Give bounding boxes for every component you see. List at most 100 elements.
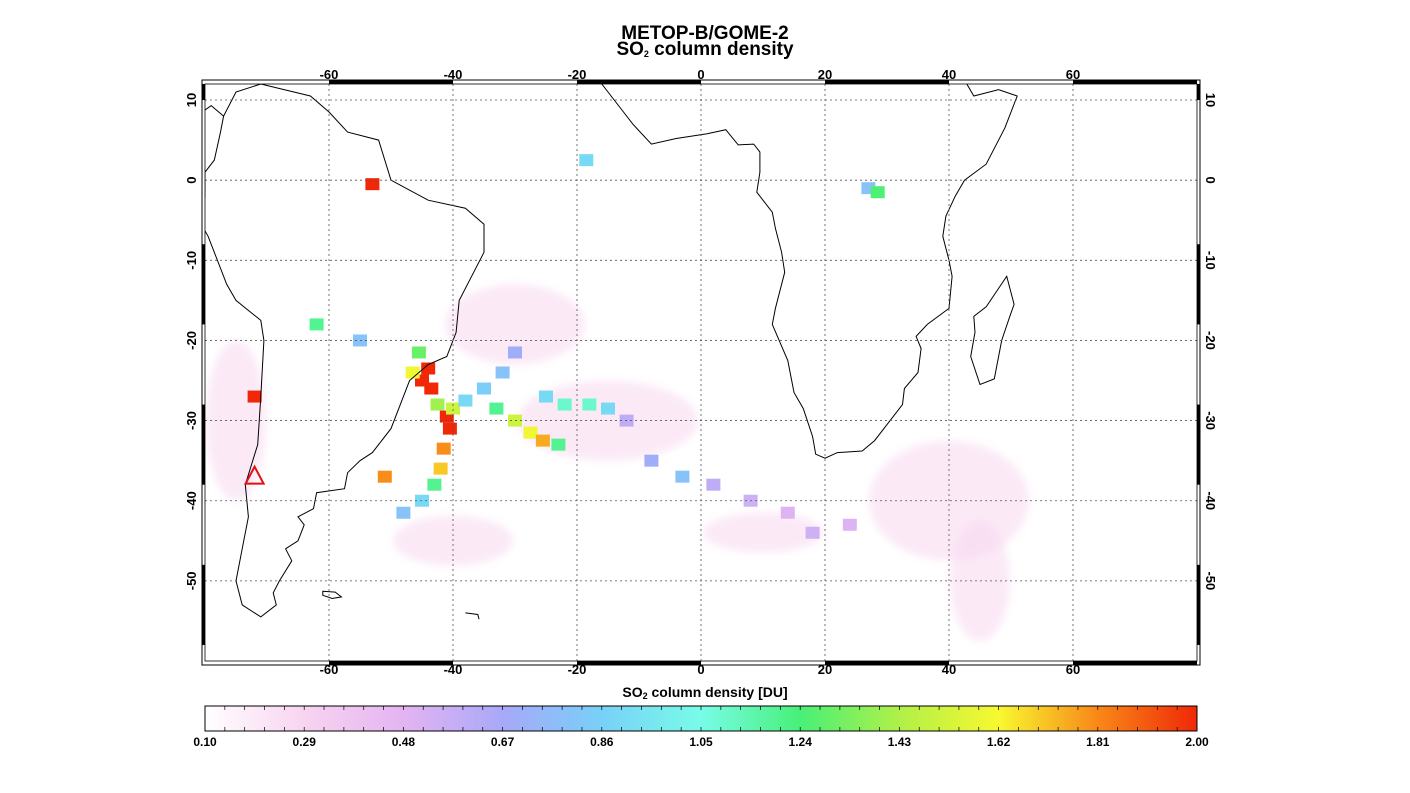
so2-pixel bbox=[433, 462, 448, 475]
so2-pixel-layer bbox=[247, 154, 885, 539]
frame-bar-top bbox=[329, 80, 453, 84]
frame-bar-right bbox=[1197, 564, 1200, 645]
so2-pixel bbox=[805, 526, 820, 539]
so2-haze bbox=[445, 284, 585, 365]
chart-title: METOP-B/GOME-2 bbox=[621, 23, 789, 44]
lat-tick-label-left: 0 bbox=[184, 177, 199, 184]
colorbar-gradient bbox=[204, 705, 1198, 732]
lat-tick-label-left: -10 bbox=[184, 251, 199, 270]
lon-tick-label-top: 0 bbox=[697, 67, 704, 82]
so2-pixel bbox=[539, 390, 553, 403]
coast-africa bbox=[601, 84, 1018, 459]
coast-central-america bbox=[205, 104, 224, 117]
frame-bar-top bbox=[825, 80, 949, 84]
so2-pixel bbox=[495, 366, 510, 379]
so2-pixel bbox=[644, 454, 659, 467]
axis-ticks: -60 -60 -40 -40 -20 -20 0 0 20 20 40 40 60 60 10 10 0 0 -1… bbox=[184, 67, 1218, 677]
lat-tick-label-right: -40 bbox=[1203, 491, 1218, 510]
frame-bar-bottom bbox=[825, 661, 949, 665]
so2-pixel bbox=[458, 394, 473, 407]
so2-pixel bbox=[247, 390, 262, 403]
frame-bar-right bbox=[1197, 84, 1200, 101]
subtitle-subscript: 2 bbox=[643, 49, 649, 59]
chart-subtitle: SO2 column density bbox=[0, 40, 1410, 64]
lon-tick-label-top: 40 bbox=[942, 67, 956, 82]
so2-pixel bbox=[870, 186, 885, 199]
so2-pixel bbox=[535, 434, 550, 447]
so2-pixel bbox=[309, 318, 324, 331]
lat-tick-label-left: -30 bbox=[184, 411, 199, 430]
so2-pixel bbox=[579, 154, 594, 167]
so2-pixel bbox=[675, 470, 690, 483]
colorbar-tick-label: 1.43 bbox=[888, 735, 912, 749]
colorbar: 0.10 0.29 0.48 0.67 0.86 1.05 1.24 1.43 1.62 1.81… bbox=[193, 705, 1209, 749]
so2-pixel bbox=[396, 506, 411, 519]
so2-pixel bbox=[430, 398, 445, 411]
lat-tick-label-left: -20 bbox=[184, 331, 199, 350]
lat-tick-label-right: 10 bbox=[1203, 93, 1218, 107]
so2-pixel bbox=[405, 366, 420, 379]
coast-caribbean bbox=[255, 24, 295, 37]
frame-bar-top bbox=[577, 80, 701, 84]
lat-tick-label-right: -10 bbox=[1203, 251, 1218, 270]
frame-bar-right bbox=[1197, 404, 1200, 485]
lat-tick-label-right: 0 bbox=[1203, 177, 1218, 184]
frame-bar-left bbox=[202, 84, 205, 101]
coast-falkland-islands bbox=[322, 590, 343, 600]
colorbar-tick-label: 0.67 bbox=[491, 735, 515, 749]
so2-pixel bbox=[436, 442, 451, 455]
so2-pixel bbox=[601, 402, 615, 415]
colorbar-title-prefix: SO bbox=[622, 684, 643, 700]
lat-tick-label-left: -40 bbox=[184, 491, 199, 510]
lon-tick-label-top: 20 bbox=[818, 67, 832, 82]
colorbar-tick-label: 1.62 bbox=[987, 735, 1011, 749]
so2-pixel bbox=[427, 478, 442, 491]
lat-tick-label-right: -50 bbox=[1203, 571, 1218, 590]
lon-tick-label-bottom: 0 bbox=[697, 662, 704, 677]
so2-pixel bbox=[508, 346, 522, 359]
colorbar-tick-label: 0.86 bbox=[590, 735, 614, 749]
colorbar-tick-label: 1.24 bbox=[789, 735, 813, 749]
so2-pixel bbox=[377, 470, 392, 483]
colorbar-tick-label: 2.00 bbox=[1185, 735, 1209, 749]
so2-pixel bbox=[489, 402, 504, 415]
lon-tick-label-bottom: 20 bbox=[818, 662, 832, 677]
lon-tick-label-top: -40 bbox=[444, 67, 463, 82]
so2-pixel bbox=[424, 382, 439, 395]
so2-pixel bbox=[411, 346, 426, 359]
lat-tick-label-left: -50 bbox=[184, 571, 199, 590]
so2-pixel bbox=[421, 362, 436, 375]
lon-tick-label-top: -60 bbox=[320, 67, 339, 82]
map-frame bbox=[201, 79, 1201, 666]
so2-pixel bbox=[442, 422, 457, 435]
frame-bar-bottom bbox=[329, 661, 453, 665]
frame-bar-right bbox=[1197, 244, 1200, 325]
coast-arabia bbox=[968, 0, 1072, 78]
coast-madagascar bbox=[970, 275, 1015, 386]
subtitle-prefix: SO bbox=[616, 39, 644, 60]
frame-bar-top bbox=[1073, 80, 1197, 84]
lon-tick-label-bottom: -20 bbox=[568, 662, 587, 677]
colorbar-title-subscript: 2 bbox=[642, 691, 648, 701]
frame-bar-left bbox=[202, 244, 205, 325]
graticule bbox=[205, 84, 1197, 661]
lon-tick-label-bottom: -40 bbox=[444, 662, 463, 677]
so2-pixel bbox=[477, 382, 491, 395]
colorbar-tick-label: 1.05 bbox=[689, 735, 713, 749]
so2-pixel bbox=[523, 426, 538, 439]
so2-pixel bbox=[582, 398, 597, 411]
colorbar-tick-label: 0.48 bbox=[392, 735, 416, 749]
lon-tick-label-top: -20 bbox=[568, 67, 587, 82]
so2-pixel bbox=[446, 402, 460, 415]
colorbar-title: SO2 column density [DU] bbox=[0, 684, 1410, 701]
lon-tick-label-top: 60 bbox=[1066, 67, 1080, 82]
colorbar-tick-label: 1.81 bbox=[1086, 735, 1110, 749]
lat-tick-label-left: 10 bbox=[184, 93, 199, 107]
frame-bar-bottom bbox=[577, 661, 701, 665]
so2-pixel bbox=[780, 506, 795, 519]
volcano-triangle-icon bbox=[243, 464, 266, 485]
coast-south-georgia bbox=[465, 612, 480, 620]
lon-tick-label-bottom: 60 bbox=[1066, 662, 1080, 677]
so2-pixel bbox=[365, 178, 380, 191]
